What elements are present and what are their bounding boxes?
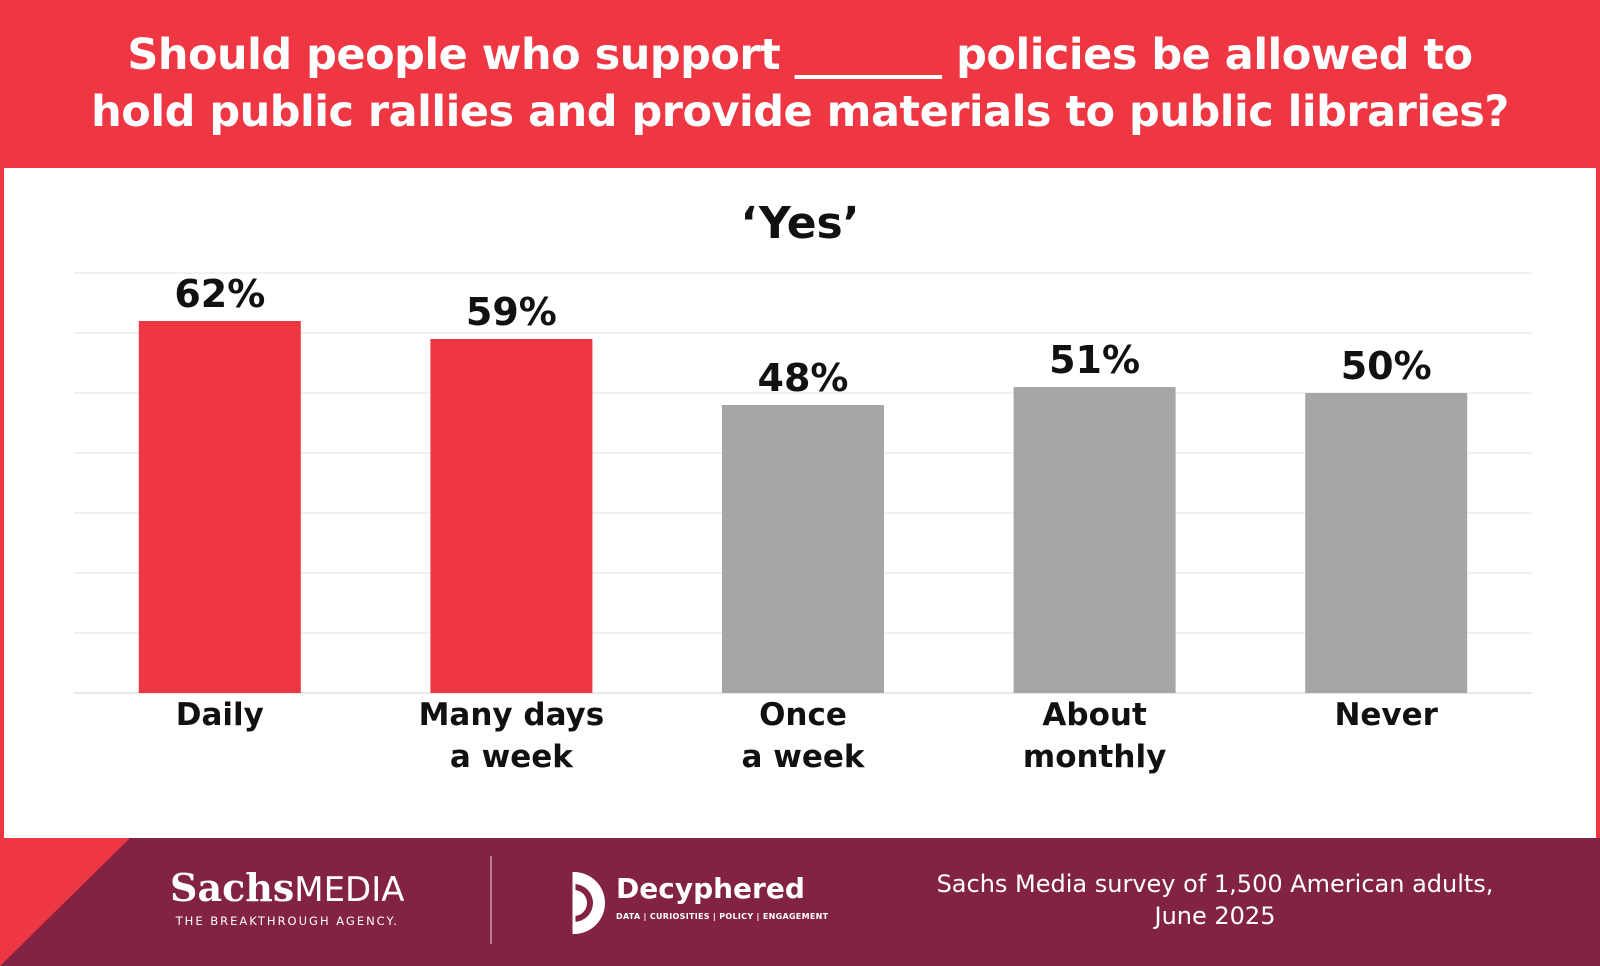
source-line-2: June 2025 — [1154, 902, 1276, 930]
sachs-logo-name: Sachs — [170, 865, 295, 910]
bar-chart: 62% Daily 59% Many days a week 48% Once a week 5… — [74, 272, 1532, 775]
category-label: a week — [741, 739, 865, 775]
data-label: 62% — [174, 272, 265, 316]
category-label: About — [1042, 697, 1147, 733]
category-label: monthly — [1023, 739, 1166, 775]
question-title: Should people who support _______ polici… — [91, 27, 1509, 141]
data-label: 59% — [466, 290, 557, 334]
decyphered-mark-icon — [572, 872, 605, 934]
footer-bar: SachsMEDIA THE BREAKTHROUGH AGENCY. Decy… — [0, 838, 1600, 966]
data-label: 48% — [758, 356, 849, 400]
sachs-media-logo: SachsMEDIA THE BREAKTHROUGH AGENCY. — [170, 865, 405, 929]
category-label: a week — [450, 739, 574, 775]
decyphered-name: Decyphered — [616, 872, 805, 905]
chart-title: ‘Yes’ — [740, 198, 860, 249]
bar — [138, 321, 301, 693]
bar — [1305, 393, 1468, 693]
source-line-1: Sachs Media survey of 1,500 American adu… — [936, 870, 1494, 898]
decyphered-tagline: DATA | CURIOSITIES | POLICY | ENGAGEMENT — [616, 912, 829, 921]
footer-red-wedge — [0, 838, 130, 966]
bar — [722, 405, 884, 693]
bar — [1013, 387, 1176, 693]
sachs-logo-tagline: THE BREAKTHROUGH AGENCY. — [175, 914, 399, 928]
question-title-line-1: Should people who support _______ polici… — [127, 30, 1473, 80]
footer-divider — [490, 856, 492, 944]
bar — [430, 339, 593, 693]
chart-panel: ‘Yes’ 62% Daily 59% Many days a week 48% Once a… — [4, 168, 1596, 838]
category-label: Never — [1334, 697, 1438, 733]
category-label: Daily — [176, 697, 264, 733]
source-note: Sachs Media survey of 1,500 American adu… — [900, 868, 1530, 932]
category-label: Many days — [419, 697, 605, 733]
category-label: Once — [759, 697, 847, 733]
sachs-logo-media: MEDIA — [294, 870, 405, 910]
question-title-line-2: hold public rallies and provide material… — [91, 87, 1509, 137]
data-label: 50% — [1341, 344, 1432, 388]
data-label: 51% — [1049, 338, 1140, 382]
header-banner: Should people who support _______ polici… — [0, 0, 1600, 168]
